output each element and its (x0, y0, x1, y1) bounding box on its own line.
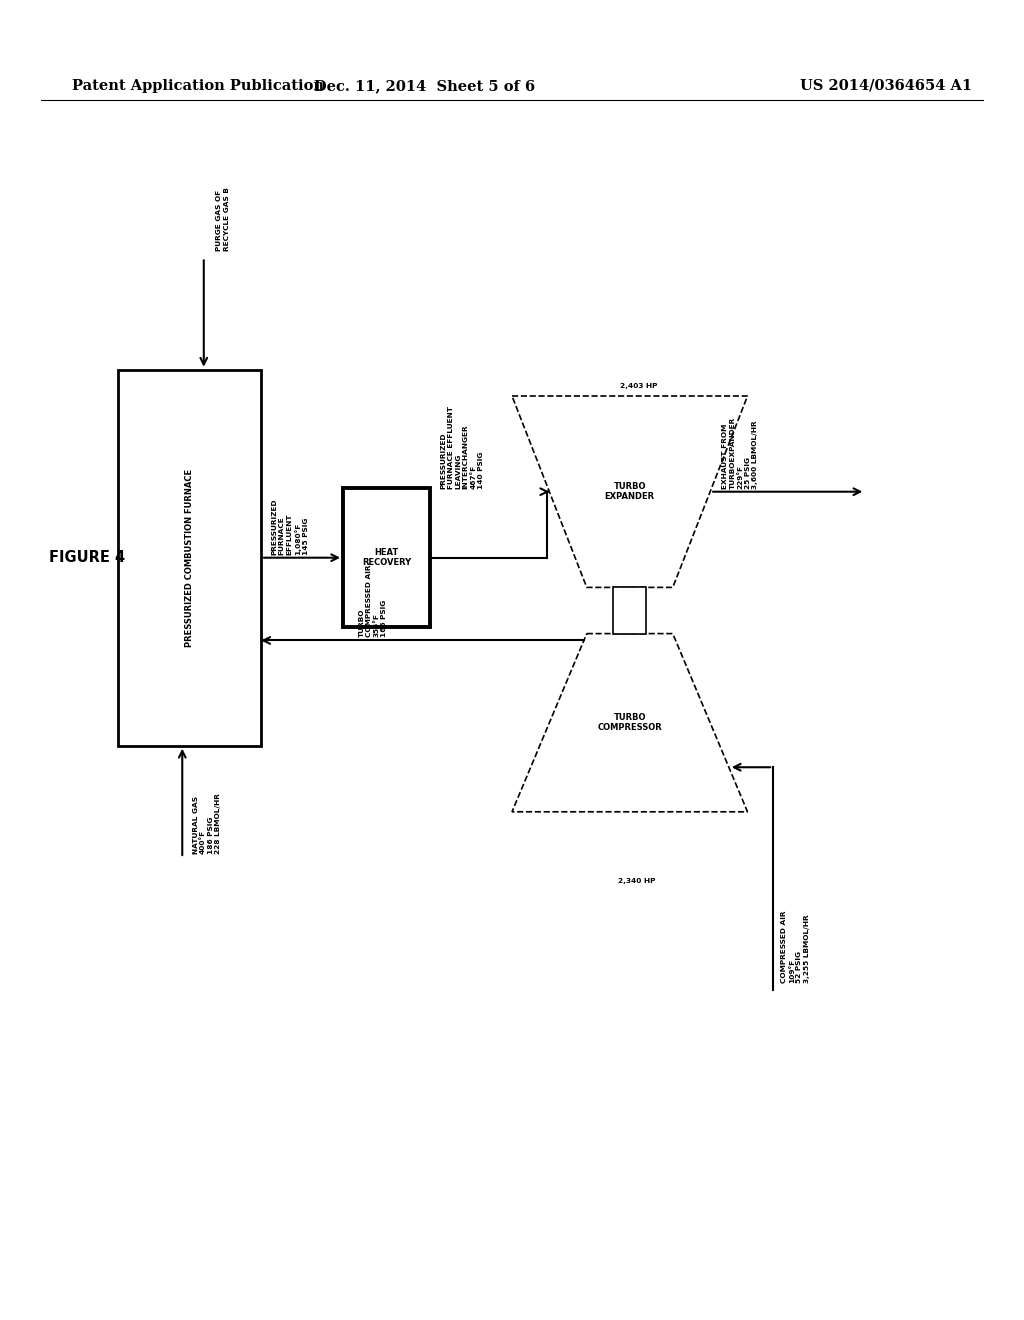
Bar (118, 370, 261, 746)
Text: TURBO
COMPRESSOR: TURBO COMPRESSOR (597, 713, 663, 733)
Text: PRESSURIZED
FURNACE
EFFLUENT
1,080°F
145 PSIG: PRESSURIZED FURNACE EFFLUENT 1,080°F 145… (271, 499, 308, 554)
Text: NATURAL GAS
400°F
186 PSIG
228 LBMOL/HR: NATURAL GAS 400°F 186 PSIG 228 LBMOL/HR (193, 793, 221, 854)
Text: Patent Application Publication: Patent Application Publication (72, 79, 324, 92)
Text: TURBO
EXPANDER: TURBO EXPANDER (605, 482, 654, 502)
Text: 2,340 HP: 2,340 HP (618, 878, 655, 884)
Polygon shape (512, 396, 748, 587)
Polygon shape (512, 634, 748, 812)
Text: COMPRESSED AIR
109°F
52 PSIG
3,255 LBMOL/HR: COMPRESSED AIR 109°F 52 PSIG 3,255 LBMOL… (781, 911, 810, 983)
Bar (613, 587, 646, 634)
Text: EXHAUST FROM
TURBOEXPANDER
229°F
25 PSIG
3,600 LBMOL/HR: EXHAUST FROM TURBOEXPANDER 229°F 25 PSIG… (723, 417, 759, 490)
Text: 2,403 HP: 2,403 HP (620, 383, 656, 389)
Text: FIGURE 4: FIGURE 4 (49, 550, 125, 565)
Text: PRESSURIZED COMBUSTION FURNACE: PRESSURIZED COMBUSTION FURNACE (185, 469, 194, 647)
Text: HEAT
RECOVERY: HEAT RECOVERY (362, 548, 411, 568)
Text: PRESSURIZED
FURNACE EFFLUENT
LEAVING
INTERCHANGER
467°F
140 PSIG: PRESSURIZED FURNACE EFFLUENT LEAVING INT… (440, 407, 483, 490)
Text: PURGE GAS OF
RECYCLE GAS B: PURGE GAS OF RECYCLE GAS B (216, 187, 229, 251)
Bar (343, 488, 430, 627)
Text: Dec. 11, 2014  Sheet 5 of 6: Dec. 11, 2014 Sheet 5 of 6 (314, 79, 536, 92)
Text: US 2014/0364654 A1: US 2014/0364654 A1 (800, 79, 972, 92)
Text: TURBO
COMPRESSED AIR
355°F
166 PSIG: TURBO COMPRESSED AIR 355°F 166 PSIG (358, 564, 387, 636)
